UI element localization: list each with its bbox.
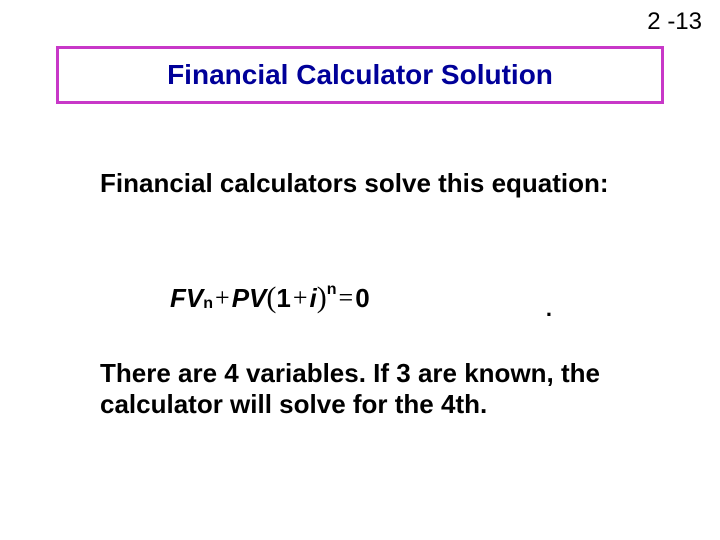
eq-zero: 0	[355, 283, 369, 314]
eq-superscript-n: n	[327, 281, 337, 299]
body-paragraph-1: Financial calculators solve this equatio…	[100, 168, 620, 199]
eq-plus-2: +	[291, 283, 310, 313]
eq-equals: =	[337, 283, 356, 313]
eq-term-pv: PV	[232, 283, 267, 314]
eq-subscript-n1: n	[203, 295, 213, 313]
eq-lparen: (	[266, 281, 276, 315]
eq-plus-1: +	[213, 283, 232, 313]
page-number: 2 -13	[647, 8, 702, 36]
equation: FVn+PV(1+i)n=0 .	[170, 268, 530, 328]
eq-period: .	[546, 296, 552, 322]
title-box: Financial Calculator Solution	[56, 46, 664, 104]
eq-one: 1	[276, 283, 290, 314]
eq-rparen: )	[317, 281, 327, 315]
eq-term-fv: FV	[170, 283, 203, 314]
eq-term-i: i	[310, 283, 317, 314]
body-paragraph-2: There are 4 variables. If 3 are known, t…	[100, 358, 620, 420]
slide-title: Financial Calculator Solution	[167, 59, 553, 91]
